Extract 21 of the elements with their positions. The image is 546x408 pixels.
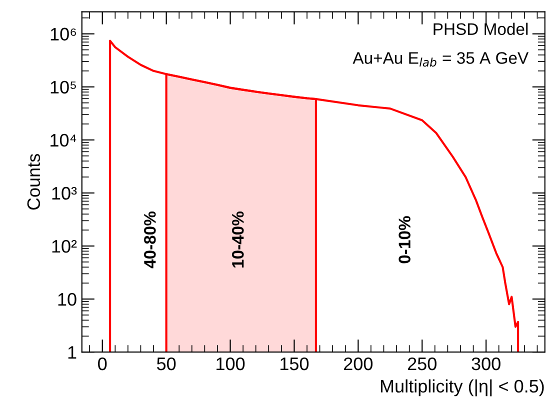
x-tick-label: 150 (280, 357, 309, 370)
y-tick-label: 10 (58, 292, 76, 306)
annotation: 10-40% (232, 212, 244, 268)
annotation: 40-80% (144, 212, 156, 268)
annotation: PHSD Model (434, 22, 528, 36)
y-tick-label: 10³ (52, 186, 77, 200)
y-tick-label: 10⁶ (50, 28, 76, 41)
x-tick-label: 0 (98, 357, 107, 370)
y-tick-label: 10⁵ (50, 80, 76, 94)
x-tick-label: 200 (344, 357, 373, 370)
y-tick-label: 1 (68, 346, 76, 359)
annotation: Au+Au E$_{lab}$ = 35 A GeV (352, 52, 529, 67)
x-tick-label: 250 (408, 357, 436, 370)
y-axis-title: Counts (27, 154, 40, 210)
annotation: 0-10% (398, 216, 410, 264)
x-tick-label: 300 (472, 357, 500, 370)
x-tick-label: 50 (156, 357, 176, 370)
x-axis-title: Multiplicity (|η| < 0.5) (380, 379, 544, 396)
y-tick-label: 10⁴ (50, 134, 76, 147)
y-tick-label: 10² (52, 240, 77, 253)
x-tick-label: 100 (216, 357, 245, 370)
